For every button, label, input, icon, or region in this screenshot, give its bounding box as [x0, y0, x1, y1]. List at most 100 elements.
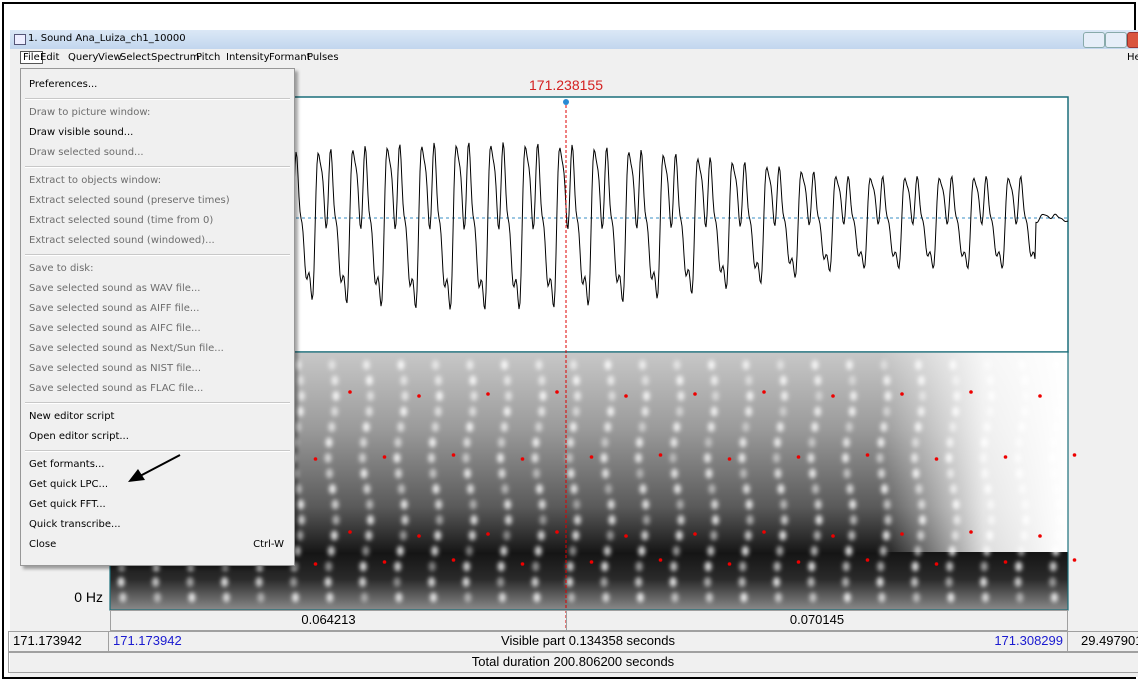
cursor-time: 171.238155 — [529, 77, 603, 93]
spectral-spot — [119, 593, 126, 603]
start-time-cell[interactable]: 171.173942 — [8, 631, 109, 652]
menu-entry[interactable]: Open editor script... — [29, 427, 286, 447]
spectral-spot — [915, 422, 922, 432]
menu-item[interactable]: Formant — [269, 52, 311, 63]
spectral-spot — [812, 484, 819, 494]
spectral-spot — [333, 391, 340, 401]
menu-entry[interactable]: Get quick LPC... — [29, 475, 286, 495]
spectral-spot — [572, 531, 579, 541]
spectral-spot — [947, 438, 954, 448]
spectral-spot — [1015, 453, 1022, 463]
menu-entry[interactable]: Quick transcribe... — [29, 515, 286, 535]
spectral-spot — [1015, 577, 1022, 587]
spectral-spot — [779, 531, 786, 541]
menu-entry-label: Quick transcribe... — [29, 519, 121, 530]
menu-item[interactable]: Intensity — [226, 52, 270, 63]
spectral-spot — [400, 407, 407, 417]
spectral-spot — [601, 577, 608, 587]
spectral-spot — [400, 531, 407, 541]
spectral-spot — [641, 531, 648, 541]
spectral-spot — [809, 438, 816, 448]
menu-entry[interactable]: Draw visible sound... — [29, 123, 286, 143]
menu-item[interactable]: Select — [120, 52, 151, 63]
spectral-spot — [987, 407, 994, 417]
spectral-spot — [325, 562, 332, 572]
cursor-handle[interactable] — [563, 99, 569, 105]
menu-entry-label: Save selected sound as NIST file... — [29, 363, 201, 374]
formant-dot — [1004, 560, 1008, 564]
spectral-spot — [1023, 515, 1030, 525]
spectral-spot — [916, 484, 923, 494]
spectral-spot — [1019, 360, 1026, 370]
menu-separator — [25, 450, 290, 452]
spectral-spot — [602, 438, 609, 448]
spectral-spot — [774, 438, 781, 448]
menu-item[interactable]: Pitch — [196, 52, 220, 63]
spectral-spot — [981, 438, 988, 448]
formant-dot — [486, 532, 490, 536]
spectral-spot — [739, 577, 746, 587]
menu-entry-label: Get quick FFT... — [29, 499, 106, 510]
spectral-spot — [605, 360, 612, 370]
menu-item[interactable]: He — [1127, 52, 1138, 63]
spectral-spot — [704, 453, 711, 463]
time-cell[interactable]: 0.070145 — [566, 610, 1068, 631]
spectral-spot — [431, 546, 438, 556]
spectral-spot — [360, 438, 367, 448]
spectral-spot — [878, 593, 885, 603]
spectral-spot — [670, 577, 677, 587]
menu-item[interactable]: Spectrum — [151, 52, 199, 63]
spectral-spot — [670, 562, 677, 572]
menu-entry[interactable]: New editor script — [29, 407, 286, 427]
spectral-spot — [152, 577, 159, 587]
spectral-spot — [1016, 469, 1023, 479]
menu-entry: Save selected sound as FLAC file... — [29, 379, 286, 399]
spectral-spot — [988, 391, 995, 401]
spectral-spot — [781, 391, 788, 401]
menu-item[interactable]: View — [98, 52, 122, 63]
spectral-spot — [471, 515, 478, 525]
spectral-spot — [187, 577, 194, 587]
spectral-spot — [778, 484, 785, 494]
formant-dot — [693, 532, 697, 536]
spectral-spot — [850, 515, 857, 525]
menu-entry[interactable]: Get quick FFT... — [29, 495, 286, 515]
menu-entry: Extract selected sound (time from 0) — [29, 211, 286, 231]
spectral-spot — [740, 593, 747, 603]
spectral-spot — [640, 484, 647, 494]
screenshot: 1. Sound Ana_Luiza_ch1_10000 171.2381 — [0, 0, 1138, 681]
spectral-spot — [505, 391, 512, 401]
formant-dot — [590, 560, 594, 564]
right-time-cell[interactable]: 29.497901 — [1067, 631, 1138, 652]
menu-item[interactable]: Query — [68, 52, 98, 63]
spectral-spot — [918, 500, 925, 510]
spectral-spot — [984, 422, 991, 432]
spectral-spot — [463, 577, 470, 587]
spectral-spot — [639, 422, 646, 432]
spectral-spot — [918, 407, 925, 417]
spectral-spot — [297, 376, 304, 386]
time-cell[interactable]: 0.064213 — [110, 610, 567, 631]
spectral-spot — [911, 453, 918, 463]
spectral-spot — [331, 407, 338, 417]
spectral-spot — [367, 515, 374, 525]
spectral-spot — [705, 562, 712, 572]
spectral-spot — [567, 562, 574, 572]
spectral-spot — [397, 546, 404, 556]
menu-entry[interactable]: Preferences... — [29, 75, 286, 95]
spectral-spot — [223, 593, 230, 603]
spectral-spot — [743, 360, 750, 370]
visible-part-cell[interactable]: 171.173942 Visible part 0.134358 seconds… — [108, 631, 1068, 652]
total-duration-cell[interactable]: Total duration 200.806200 seconds — [8, 652, 1138, 673]
spectral-spot — [463, 453, 470, 463]
menu-entry-label: Get quick LPC... — [29, 479, 108, 490]
spectral-spot — [981, 562, 988, 572]
spectral-spot — [1056, 407, 1063, 417]
spectral-spot — [470, 500, 477, 510]
menu-item[interactable]: Edit — [40, 52, 59, 63]
menu-item[interactable]: Pulses — [307, 52, 339, 63]
spectral-spot — [297, 407, 304, 417]
menu-entry[interactable]: Get formants... — [29, 455, 286, 475]
spectral-spot — [609, 515, 616, 525]
